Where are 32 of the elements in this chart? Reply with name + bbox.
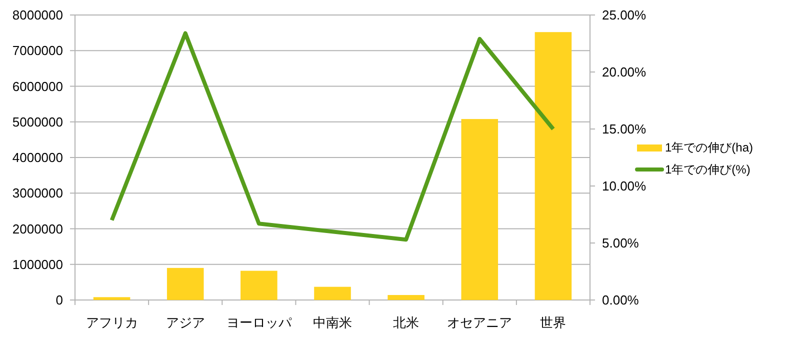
legend-label: 1年での伸び(%) (665, 162, 750, 177)
x-tick-label: 世界 (540, 315, 566, 330)
bar (461, 119, 498, 300)
x-tick-label: 中南米 (313, 315, 352, 330)
x-tick-label: 北米 (393, 315, 420, 330)
bar (314, 286, 351, 300)
bar (534, 32, 572, 300)
x-tick-label: ヨーロッパ (226, 315, 292, 330)
y2-tick-label: 20.00% (602, 64, 647, 80)
y2-tick-label: 5.00% (602, 236, 640, 251)
y-tick-label: 5000000 (12, 114, 63, 130)
y-tick-label: 0 (56, 292, 63, 308)
y2-tick-label: 10.00% (602, 178, 647, 194)
line-series (110, 31, 556, 242)
y-tick-label: 7000000 (12, 43, 63, 58)
y-tick-label: 2000000 (12, 221, 63, 236)
y2-tick-label: 15.00% (602, 122, 647, 137)
y-tick-label: 6000000 (12, 78, 63, 94)
y2-tick-label: 25.00% (602, 8, 647, 23)
bar (166, 268, 204, 300)
y-tick-label: 1000000 (12, 256, 63, 272)
x-tick-label: アフリカ (86, 315, 138, 330)
y-tick-label: 3000000 (12, 186, 63, 201)
x-tick-label: アジア (166, 315, 205, 330)
y-tick-label: 4000000 (12, 150, 63, 166)
y2-tick-label: 0.00% (602, 292, 640, 308)
y-tick-label: 8000000 (12, 8, 63, 23)
bar (93, 297, 130, 300)
bar (388, 295, 424, 300)
legend-label: 1年での伸び(ha) (665, 140, 754, 155)
bar (240, 270, 278, 300)
x-tick-label: オセアニア (447, 315, 512, 330)
